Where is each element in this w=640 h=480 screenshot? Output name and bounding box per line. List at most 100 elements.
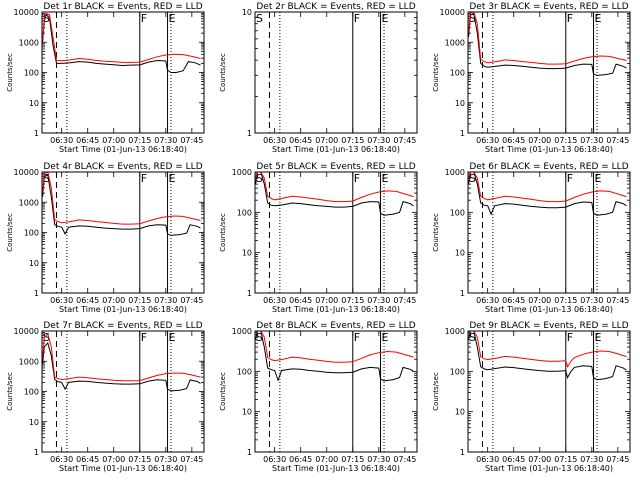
panel-title: Det 3r BLACK = Events, RED = LLD xyxy=(469,2,628,12)
y-tick-label: 10 xyxy=(455,408,465,417)
marker-label-s: S xyxy=(256,172,263,185)
x-tick-label: 07:15 xyxy=(554,455,577,464)
x-tick-label: 07:45 xyxy=(180,296,203,305)
panel-title: Det 6r BLACK = Events, RED = LLD xyxy=(469,162,628,172)
y-axis-label: Counts/sec xyxy=(6,53,14,92)
series-lld xyxy=(255,171,414,203)
marker-label-s: S xyxy=(256,331,263,344)
series-events xyxy=(42,14,201,73)
panel-det-9: Det 9r BLACK = Events, RED = LLD 1 10 100 10… xyxy=(432,321,631,473)
marker-label-s: S xyxy=(43,172,50,185)
marker-label-f: F xyxy=(354,172,360,185)
series-events xyxy=(42,341,201,392)
x-tick-label: 07:00 xyxy=(528,455,551,464)
x-tick-label: 07:30 xyxy=(154,455,177,464)
series-events xyxy=(468,171,627,216)
y-tick-label: 1 xyxy=(460,448,465,457)
x-tick-label: 06:45 xyxy=(76,296,99,305)
y-tick-label: 1000 xyxy=(232,327,252,336)
plot-frame xyxy=(254,330,418,453)
y-tick-label: 1 xyxy=(34,448,39,457)
plot-frame xyxy=(467,171,631,294)
plot-frame xyxy=(41,171,205,294)
y-tick-label: 10 xyxy=(242,8,252,17)
x-tick-label: 07:45 xyxy=(393,136,416,145)
y-axis-label: Counts/sec xyxy=(6,213,14,252)
marker-label-s: S xyxy=(256,12,263,25)
x-tick-label: 07:30 xyxy=(154,136,177,145)
x-tick-label: 06:45 xyxy=(502,455,525,464)
y-tick-label: 1 xyxy=(34,289,39,298)
x-tick-label: 07:45 xyxy=(606,136,629,145)
marker-label-e: E xyxy=(169,331,176,344)
series-lld xyxy=(468,330,627,368)
plot-frame xyxy=(254,171,418,294)
x-axis-label: Start Time (01-Jun-13 06:18:40) xyxy=(59,464,187,473)
y-axis-label: Counts/sec xyxy=(219,53,227,92)
x-axis-label: Start Time (01-Jun-13 06:18:40) xyxy=(485,145,613,154)
y-tick-label: 100 xyxy=(237,208,252,217)
panel-title: Det 7r BLACK = Events, RED = LLD xyxy=(43,321,202,331)
x-tick-label: 06:45 xyxy=(76,136,99,145)
x-tick-label: 07:15 xyxy=(128,455,151,464)
marker-label-f: F xyxy=(141,331,147,344)
marker-label-f: F xyxy=(567,12,573,25)
y-axis-label: Counts/sec xyxy=(219,372,227,411)
marker-label-s: S xyxy=(469,172,476,185)
marker-label-e: E xyxy=(382,172,389,185)
marker-label-e: E xyxy=(169,12,176,25)
series-events xyxy=(255,330,414,382)
x-tick-label: 07:45 xyxy=(606,455,629,464)
x-axis-label: Start Time (01-Jun-13 06:18:40) xyxy=(59,305,187,314)
series-events xyxy=(255,171,414,216)
y-tick-label: 1 xyxy=(460,129,465,138)
marker-label-s: S xyxy=(469,12,476,25)
x-tick-label: 06:30 xyxy=(50,296,73,305)
y-axis-label: Counts/sec xyxy=(432,372,440,411)
x-axis-label: Start Time (01-Jun-13 06:18:40) xyxy=(272,464,400,473)
y-tick-label: 1000 xyxy=(445,168,465,177)
marker-label-f: F xyxy=(354,331,360,344)
x-tick-label: 06:30 xyxy=(263,136,286,145)
y-tick-label: 10000 xyxy=(440,8,465,17)
marker-label-e: E xyxy=(595,172,602,185)
panel-det-2: Det 2r BLACK = Events, RED = LLD 1 10 06:30… xyxy=(219,2,418,154)
x-tick-label: 07:00 xyxy=(102,455,125,464)
plot-frame xyxy=(467,11,631,134)
x-tick-label: 07:15 xyxy=(341,136,364,145)
panel-title: Det 1r BLACK = Events, RED = LLD xyxy=(43,2,202,12)
x-tick-label: 07:00 xyxy=(102,136,125,145)
panel-title: Det 4r BLACK = Events, RED = LLD xyxy=(43,162,202,172)
y-tick-label: 1000 xyxy=(445,38,465,47)
series-events xyxy=(468,12,627,76)
y-axis-label: Counts/sec xyxy=(432,53,440,92)
y-tick-label: 100 xyxy=(237,367,252,376)
x-tick-label: 07:45 xyxy=(606,296,629,305)
x-tick-label: 07:30 xyxy=(154,296,177,305)
series-lld xyxy=(42,171,201,225)
x-tick-label: 07:45 xyxy=(393,296,416,305)
y-tick-label: 1000 xyxy=(19,198,39,207)
x-tick-label: 06:45 xyxy=(289,136,312,145)
y-tick-label: 10 xyxy=(455,249,465,258)
series-lld xyxy=(468,11,627,65)
plot-frame xyxy=(467,330,631,453)
y-tick-label: 100 xyxy=(24,229,39,238)
x-tick-label: 06:30 xyxy=(476,455,499,464)
panel-title: Det 8r BLACK = Events, RED = LLD xyxy=(256,321,415,331)
series-lld xyxy=(42,12,201,63)
panel-title: Det 2r BLACK = Events, RED = LLD xyxy=(256,2,415,12)
marker-label-f: F xyxy=(567,331,573,344)
marker-label-e: E xyxy=(169,172,176,185)
y-tick-label: 1 xyxy=(460,289,465,298)
x-axis-label: Start Time (01-Jun-13 06:18:40) xyxy=(485,305,613,314)
x-axis-label: Start Time (01-Jun-13 06:18:40) xyxy=(272,145,400,154)
x-tick-label: 06:30 xyxy=(476,296,499,305)
y-tick-label: 10 xyxy=(29,418,39,427)
panel-det-3: Det 3r BLACK = Events, RED = LLD 1 10 100 10… xyxy=(432,2,631,154)
x-tick-label: 07:45 xyxy=(180,136,203,145)
x-tick-label: 07:00 xyxy=(315,296,338,305)
marker-label-e: E xyxy=(595,12,602,25)
x-tick-label: 06:45 xyxy=(502,136,525,145)
